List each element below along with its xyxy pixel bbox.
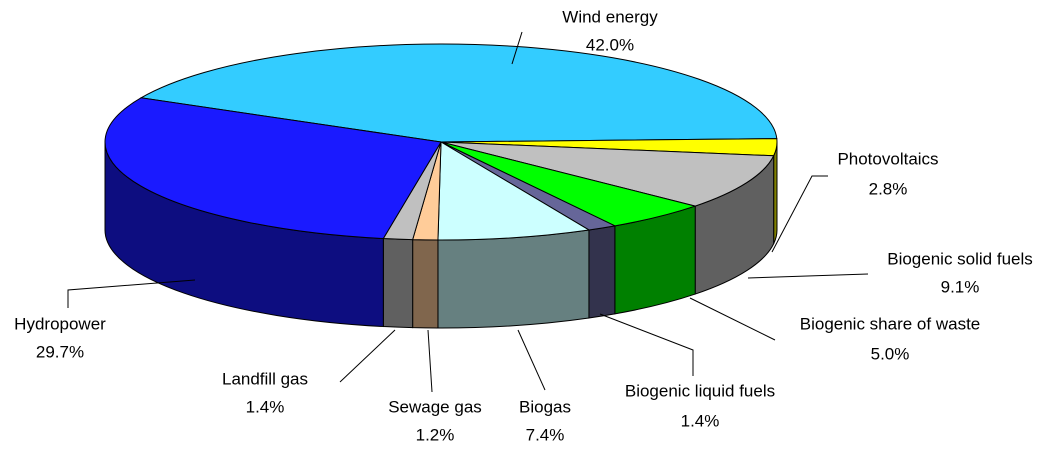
pie-tops	[104, 43, 778, 241]
slice-label: Biogenic solid fuels	[887, 249, 1033, 268]
leader-line	[771, 175, 828, 253]
slice-label: Hydropower	[14, 314, 106, 333]
pie-slice	[437, 141, 591, 241]
slice-value: 9.1%	[941, 277, 980, 296]
slice-label: Landfill gas	[222, 369, 308, 388]
leader-line	[511, 31, 523, 65]
slice-value: 5.0%	[871, 344, 910, 363]
pie-slice	[139, 43, 778, 143]
slice-value: 2.8%	[869, 179, 908, 198]
slice-label: Wind energy	[562, 7, 658, 26]
slice-value: 29.7%	[36, 342, 84, 361]
pie-side	[773, 141, 778, 244]
slice-value: 1.4%	[681, 411, 720, 430]
leader-line	[517, 329, 546, 391]
leader-line	[747, 273, 869, 279]
slice-label: Sewage gas	[388, 397, 482, 416]
leader-line	[427, 329, 433, 393]
pie-sides	[104, 141, 778, 329]
slice-value: 42.0%	[586, 35, 634, 54]
slice-label: Photovoltaics	[837, 149, 938, 168]
pie-side	[382, 238, 414, 329]
slice-label: Biogenic share of waste	[800, 314, 981, 333]
slice-value: 1.2%	[416, 425, 455, 444]
leader-line	[339, 329, 396, 383]
labels: Wind energy 42.0% Photovoltaics 2.8% Biogeni…	[14, 7, 1033, 444]
slice-value: 1.4%	[246, 397, 285, 416]
leader-line	[689, 297, 776, 341]
leader-line	[67, 279, 196, 308]
slice-value: 7.4%	[526, 425, 565, 444]
leader-line	[599, 313, 694, 376]
pie-side	[412, 239, 439, 329]
slice-label: Biogenic liquid fuels	[625, 381, 775, 400]
pie-slice	[104, 97, 442, 240]
pie-slice	[440, 141, 775, 207]
slice-label: Biogas	[519, 397, 571, 416]
pie-side	[437, 229, 590, 329]
pie-side	[588, 225, 616, 319]
